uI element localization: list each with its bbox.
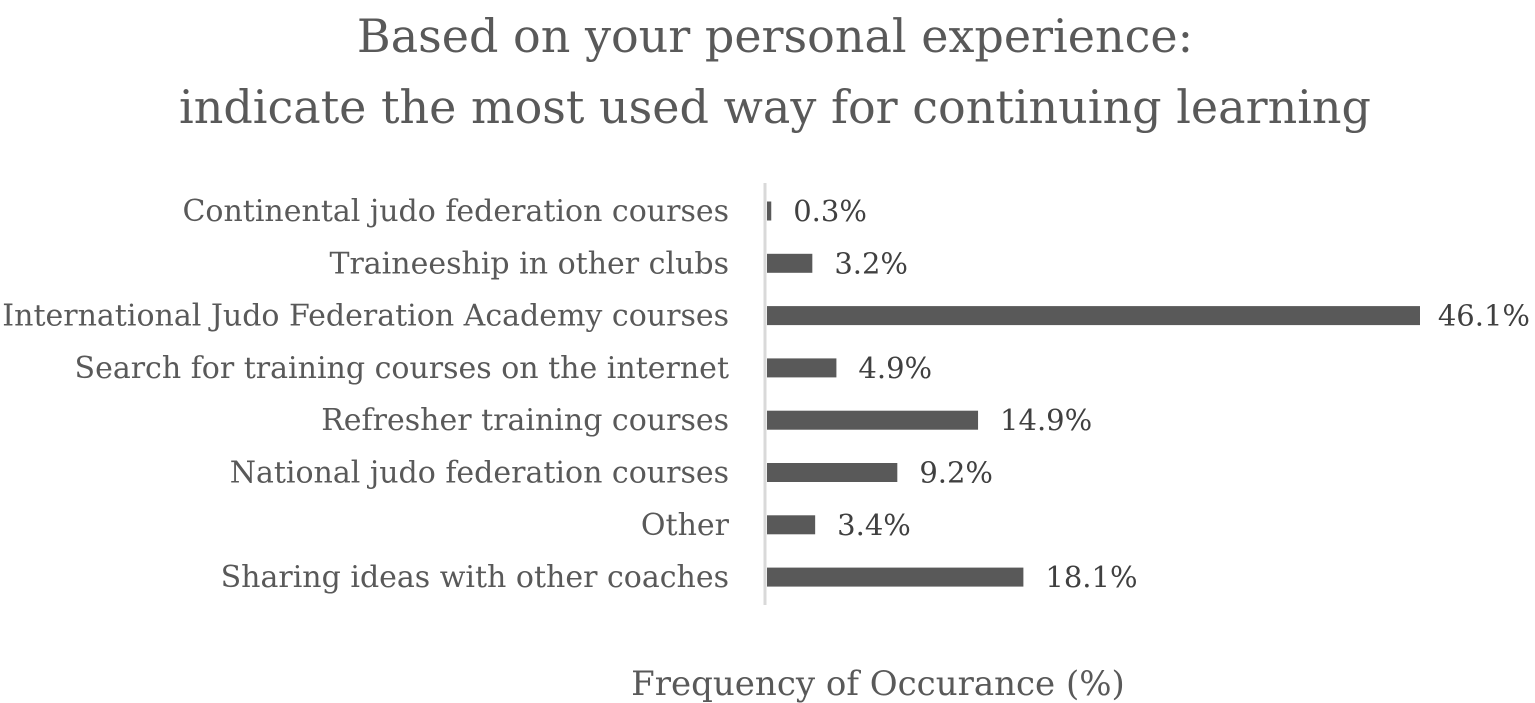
bar [767, 253, 813, 273]
value-label: 4.9% [858, 351, 932, 385]
bar [767, 410, 979, 430]
value-label: 3.2% [834, 246, 908, 280]
bar [767, 463, 898, 482]
bars [767, 201, 1420, 587]
category-label: Search for training courses on the inter… [75, 351, 729, 386]
value-label: 3.4% [837, 508, 911, 542]
category-label: International Judo Federation Academy co… [2, 299, 729, 334]
category-label: Traineeship in other clubs [329, 246, 729, 281]
value-label: 0.3% [793, 194, 867, 228]
bar [767, 358, 837, 378]
category-label: Refresher training courses [321, 403, 729, 438]
category-label: Sharing ideas with other coaches [221, 560, 729, 595]
x-axis-title: Frequency of Occurance (%) [631, 664, 1125, 703]
category-label: National judo federation courses [230, 456, 729, 491]
value-label: 18.1% [1045, 560, 1137, 594]
bar [767, 201, 772, 221]
category-labels: Continental judo federation courses Train… [2, 194, 729, 595]
bar [767, 515, 816, 535]
value-labels: 0.3% 3.2% 46.1% 4.9% 14.9%9.2%3.4% 18.1% [793, 194, 1530, 594]
category-label: Continental judo federation courses [182, 194, 729, 229]
bar [767, 306, 1420, 326]
chart-title-line-2: indicate the most used way for continuin… [179, 80, 1371, 134]
value-label: 46.1% [1438, 299, 1530, 333]
chart-title-line-1: Based on your personal experience: [357, 9, 1193, 63]
value-label: 14.9% [1000, 403, 1092, 437]
category-label: Other [641, 508, 730, 543]
value-label: 9.2% [919, 456, 993, 490]
bar [767, 567, 1024, 587]
